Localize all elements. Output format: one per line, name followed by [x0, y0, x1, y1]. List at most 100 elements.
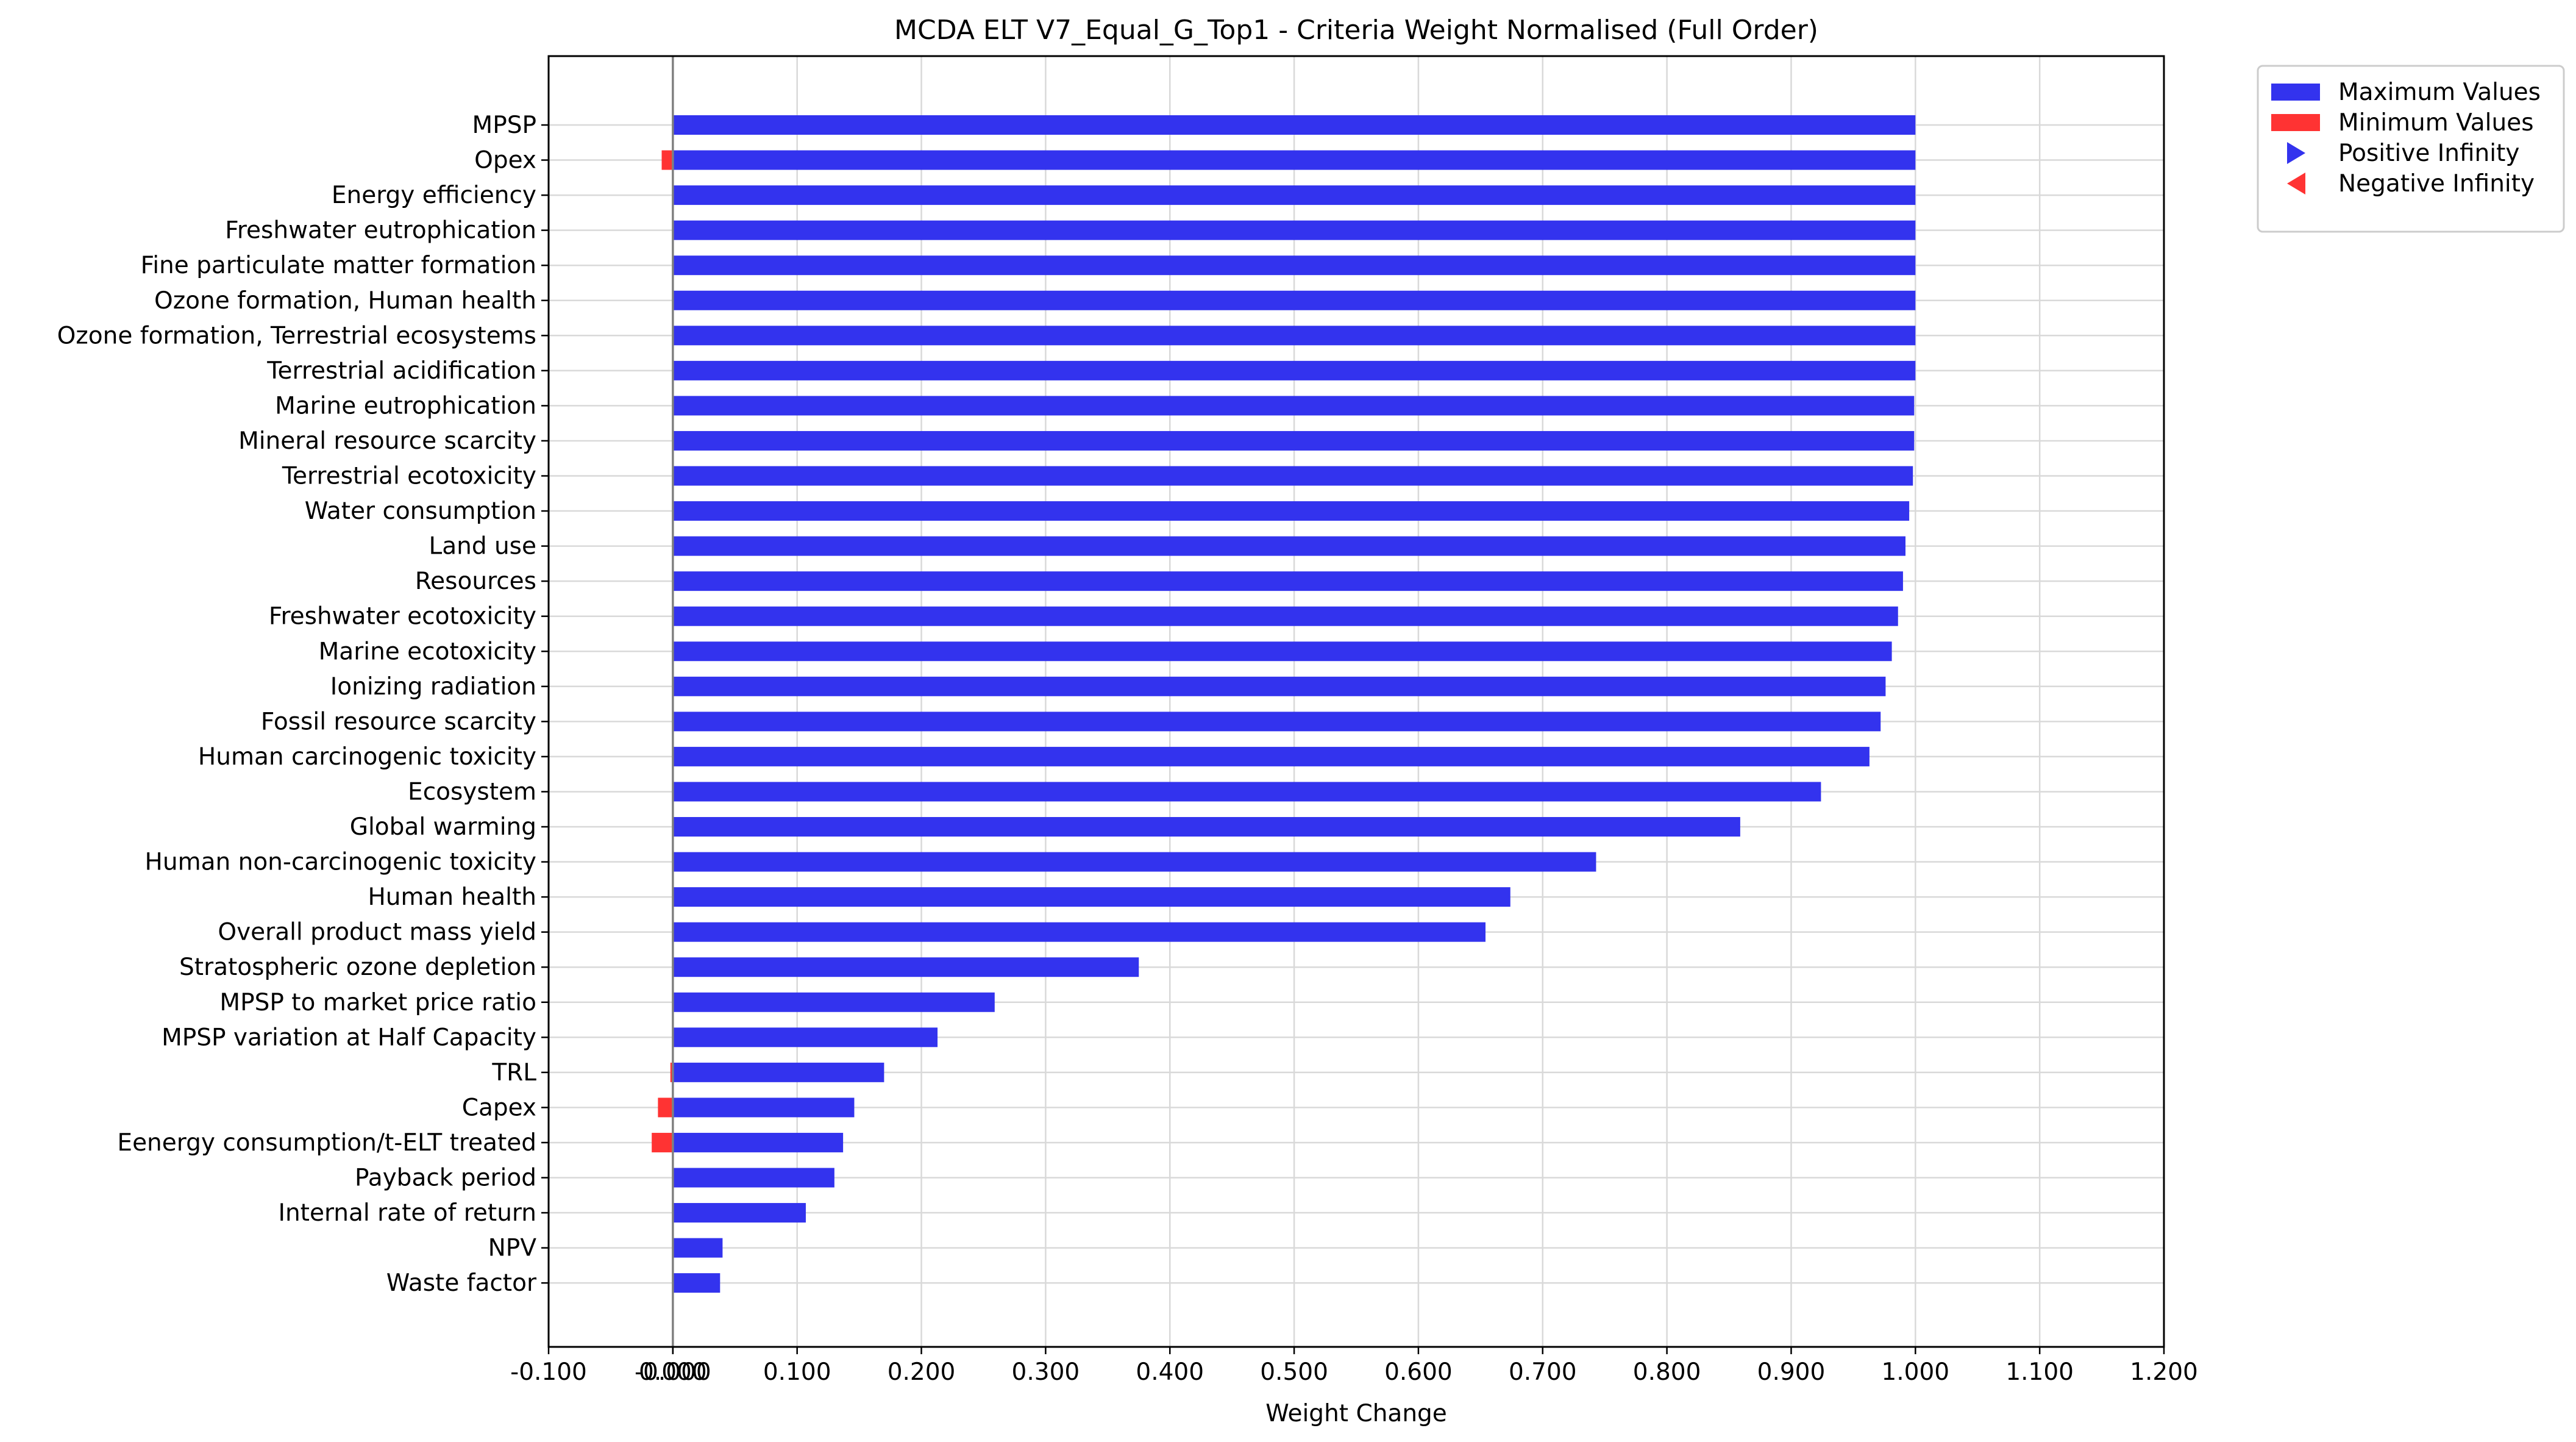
max-value-bar	[672, 957, 1139, 977]
y-tick-label: Ozone formation, Human health	[154, 287, 536, 315]
max-value-bar	[672, 641, 1892, 662]
y-tick-label: MPSP to market price ratio	[219, 989, 536, 1016]
bars	[652, 115, 1916, 1293]
y-tick-label: Stratospheric ozone depletion	[179, 954, 536, 981]
legend-label: Minimum Values	[2338, 109, 2534, 137]
y-tick-label: Ecosystem	[408, 778, 536, 805]
y-tick-label: Human carcinogenic toxicity	[198, 743, 536, 771]
y-tick-label: Overall product mass yield	[218, 919, 536, 946]
x-tick-label: 0.000	[639, 1358, 707, 1386]
y-tick-label: Freshwater eutrophication	[225, 217, 536, 244]
min-value-bar	[658, 1098, 673, 1118]
max-value-bar	[672, 1168, 834, 1188]
max-value-bar	[672, 1273, 720, 1293]
max-value-bar	[672, 1238, 723, 1258]
max-value-bar	[672, 1203, 806, 1223]
max-value-bar	[672, 712, 1881, 732]
max-value-bar	[672, 360, 1916, 380]
legend-frame	[2257, 65, 2565, 233]
y-tick-label: Internal rate of return	[278, 1199, 536, 1227]
y-tick-label: NPV	[488, 1235, 537, 1262]
max-value-bar	[672, 1027, 938, 1048]
max-value-bar	[672, 255, 1916, 276]
y-tick-label: TRL	[491, 1059, 536, 1087]
max-value-bar	[672, 1132, 844, 1152]
y-tick-label: Terrestrial acidification	[266, 357, 536, 385]
y-tick-label: MPSP variation at Half Capacity	[162, 1024, 536, 1051]
max-value-bar	[672, 746, 1870, 766]
x-axis-label: Weight Change	[1265, 1400, 1447, 1427]
max-value-bar	[672, 430, 1915, 451]
y-tick-label: Human health	[368, 883, 536, 911]
y-tick-label: Marine ecotoxicity	[319, 638, 536, 665]
legend-marker-triangle-right	[2287, 142, 2305, 164]
plot-frame	[547, 55, 2165, 1348]
x-tick-label: 0.400	[1136, 1358, 1204, 1386]
x-tick-label: 0.500	[1260, 1358, 1328, 1386]
max-value-bar	[672, 1062, 884, 1082]
min-value-bar	[652, 1132, 673, 1152]
max-value-bar	[672, 852, 1596, 872]
y-tick-label: Fossil resource scarcity	[261, 708, 536, 735]
y-tick-label: Waste factor	[386, 1269, 537, 1297]
x-tick-label: -0.000	[635, 1358, 711, 1386]
x-tick-label: -0.100	[510, 1358, 587, 1386]
x-tick-label: 0.300	[1012, 1358, 1080, 1386]
y-tick-label: Land use	[429, 533, 536, 560]
max-value-bar	[672, 396, 1915, 416]
legend-marker-triangle-left	[2287, 173, 2305, 195]
legend-swatch	[2271, 84, 2320, 101]
x-tick-label: 1.100	[2005, 1358, 2074, 1386]
x-tick-label: 0.200	[888, 1358, 956, 1386]
y-tick-label: Eenergy consumption/t-ELT treated	[117, 1129, 536, 1157]
max-value-bar	[672, 326, 1916, 346]
max-value-bar	[672, 887, 1510, 907]
y-axis-ticks: MPSP Opex Energy efficiency Freshwater eutr…	[57, 112, 549, 1297]
max-value-bar	[672, 606, 1898, 626]
y-tick-label: Opex	[474, 147, 536, 174]
y-tick-label: Energy efficiency	[332, 182, 536, 209]
max-value-bar	[672, 992, 995, 1012]
max-value-bar	[672, 676, 1886, 696]
y-tick-label: Terrestrial ecotoxicity	[282, 463, 536, 490]
y-tick-label: Water consumption	[305, 498, 536, 525]
min-value-bar	[670, 1062, 673, 1082]
max-value-bar	[672, 922, 1485, 942]
y-tick-label: MPSP	[472, 112, 536, 139]
max-value-bar	[672, 817, 1740, 837]
y-tick-label: Payback period	[355, 1165, 536, 1192]
max-value-bar	[672, 782, 1821, 802]
x-tick-label: 0.900	[1757, 1358, 1826, 1386]
y-tick-label: Freshwater ecotoxicity	[269, 603, 536, 630]
y-tick-label: Ionizing radiation	[330, 673, 536, 701]
max-value-bar	[672, 466, 1913, 486]
y-tick-label: Mineral resource scarcity	[238, 427, 536, 455]
legend-label: Negative Infinity	[2338, 170, 2535, 198]
x-tick-label: 0.100	[763, 1358, 831, 1386]
max-value-bar	[672, 571, 1903, 591]
max-value-bar	[672, 220, 1916, 240]
max-value-bar	[672, 1098, 855, 1118]
y-tick-label: Human non-carcinogenic toxicity	[145, 849, 536, 876]
max-value-bar	[672, 115, 1916, 135]
legend-label: Positive Infinity	[2338, 140, 2519, 167]
max-value-bar	[672, 290, 1916, 310]
legend-swatch	[2271, 114, 2320, 131]
y-tick-label: Ozone formation, Terrestrial ecosystems	[57, 322, 536, 349]
max-value-bar	[672, 185, 1916, 205]
x-tick-label: 0.700	[1509, 1358, 1577, 1386]
x-tick-label: 1.000	[1881, 1358, 1949, 1386]
y-tick-label: Capex	[462, 1094, 536, 1121]
legend-label: Maximum Values	[2338, 79, 2541, 106]
chart-title: MCDA ELT V7_Equal_G_Top1 - Criteria Weig…	[894, 15, 1818, 46]
y-tick-label: Global warming	[350, 813, 536, 841]
x-tick-label: 0.800	[1633, 1358, 1701, 1386]
max-value-bar	[672, 536, 1905, 556]
x-tick-label: 1.200	[2130, 1358, 2198, 1386]
y-tick-label: Resources	[415, 568, 536, 595]
y-tick-label: Fine particulate matter formation	[141, 252, 536, 279]
x-tick-label: 0.600	[1384, 1358, 1453, 1386]
max-value-bar	[672, 501, 1910, 521]
